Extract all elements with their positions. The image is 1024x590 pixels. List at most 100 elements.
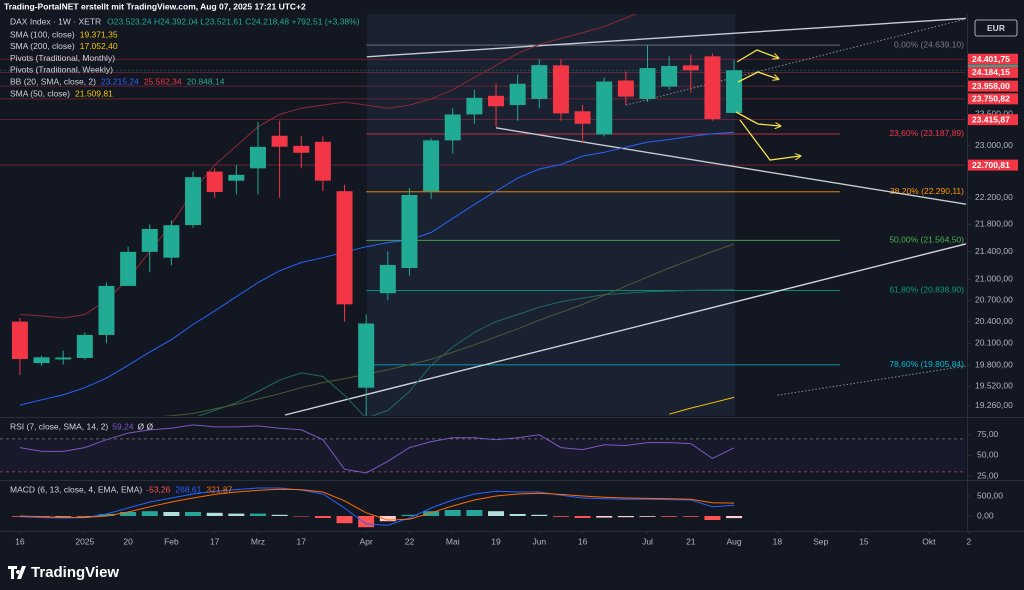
legend-value: 20.848,14 (187, 76, 225, 86)
currency[interactable]: EUR (987, 23, 1005, 33)
macd-tick-label: 0,00 (977, 510, 994, 520)
price-tag (968, 114, 1018, 126)
price-tag (968, 80, 1018, 92)
legend-name: SMA (200, close) (10, 41, 75, 51)
macd-histogram-bar (163, 512, 180, 516)
macd-histogram-bar (98, 514, 115, 516)
x-tick-label: 2025 (75, 536, 94, 546)
macd-value: 268,61 (175, 484, 201, 494)
rsi-pane (0, 424, 965, 474)
x-tick-label: Jul (642, 536, 653, 546)
legend-value: 23.215,24 (101, 76, 139, 86)
credit: Trading-PortalNET erstellt mit TradingVi… (4, 1, 306, 11)
x-tick-label: 19 (491, 536, 501, 546)
candle-body (726, 70, 743, 113)
candle-body (206, 171, 223, 193)
x-tick-label: 16 (578, 536, 588, 546)
trendline (366, 17, 966, 58)
fib-label: 61,80% (20.838,90) (889, 285, 964, 295)
macd-histogram-bar (488, 511, 505, 516)
x-tick-label: Jun (532, 536, 546, 546)
macd-value: 321,87 (206, 484, 232, 494)
macd-histogram-bar (55, 516, 72, 517)
arrow (735, 111, 780, 126)
price-tag-label: 23.415,87 (972, 114, 1010, 124)
macd-histogram-bar (617, 516, 634, 518)
price-tag (968, 66, 1018, 78)
candle-body (358, 323, 375, 388)
price-tag-label: 23.750,82 (972, 94, 1010, 104)
candle-body (704, 56, 721, 120)
macd-histogram-bar (401, 514, 418, 516)
x-tick-label: 16 (15, 536, 25, 546)
legend-name: SMA (50, close) (10, 88, 70, 98)
macd-histogram-bar (76, 516, 93, 517)
legend-name: BB (20, SMA, close, 2) (10, 76, 96, 86)
x-tick-label: Aug (727, 536, 742, 546)
arrow (739, 119, 800, 161)
candle-body (661, 65, 678, 87)
rsi-tick-label: 50,00 (977, 450, 999, 460)
rsi-label: RSI (7, close, SMA, 14, 2) (10, 421, 108, 431)
overlay-line (669, 396, 735, 415)
fib-label: 23,60% (23.187,89) (889, 128, 964, 138)
x-tick-label: 17 (297, 536, 307, 546)
macd-histogram-bar (531, 514, 548, 516)
rsi-line (19, 424, 735, 474)
rsi-extra: Ø Ø (138, 421, 154, 431)
candle-body (120, 251, 137, 286)
macd-histogram-bar (314, 516, 331, 518)
y-tick-label: 20.700,00 (975, 294, 1013, 304)
y-tick-label: 23.000,00 (975, 140, 1013, 150)
macd-histogram-bar (596, 516, 613, 518)
macd-histogram-bar (120, 512, 137, 516)
annotation-arrows (735, 49, 800, 161)
rsi-tick-label: 25,00 (977, 470, 999, 480)
candle-body (444, 114, 461, 141)
trendline (495, 127, 966, 205)
macd-histogram-bar (206, 512, 223, 516)
currency-box[interactable] (974, 19, 1018, 37)
macd-histogram-bar (444, 510, 461, 516)
candle-body (379, 264, 396, 294)
x-tick-label: 22 (405, 536, 415, 546)
fib-label: 78,60% (19.805,84) (889, 359, 964, 369)
rsi-value: 59,24 (112, 421, 134, 431)
candle-body (185, 177, 202, 226)
macd-histogram-bar (379, 516, 396, 522)
candle-body (596, 81, 613, 135)
y-tick-label: 19.260,00 (975, 400, 1013, 410)
macd-histogram-bar (358, 516, 375, 528)
candle-body (98, 285, 115, 335)
candle-body (249, 146, 266, 169)
macd-value: -53,26 (146, 484, 170, 494)
x-tick-label: Mrz (251, 536, 265, 546)
macd-line (19, 487, 735, 526)
candle-body (76, 334, 93, 358)
macd-histogram-bar (249, 513, 266, 516)
y-tick-label: 20.100,00 (975, 338, 1013, 348)
x-tick-label: 15 (859, 536, 869, 546)
macd-pane (11, 487, 743, 528)
legend-value: 19.371,35 (80, 29, 118, 39)
price-tag-label: 24.184,15 (972, 67, 1010, 77)
candle-body (531, 65, 548, 99)
signal-line (19, 488, 735, 521)
candle-body (228, 174, 245, 181)
candle-body (293, 145, 310, 153)
x-tick-label: 17 (210, 536, 220, 546)
candle-body (488, 95, 505, 107)
macd-label: MACD (6, 13, close, 4, EMA, EMA) (10, 484, 142, 494)
macd-histogram-bar (336, 516, 353, 524)
candle-body (11, 321, 28, 360)
y-tick-label: 22.200,00 (975, 192, 1013, 202)
macd-histogram-bar (682, 516, 699, 517)
candle-body (466, 97, 483, 115)
macd-histogram-bar (466, 510, 483, 516)
macd-histogram-bar (726, 516, 743, 519)
fib-zone (367, 14, 735, 416)
price-tag (968, 53, 1018, 65)
